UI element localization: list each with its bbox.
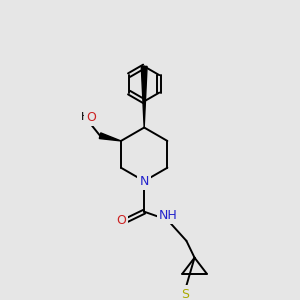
Polygon shape <box>99 133 121 141</box>
Text: N: N <box>140 175 149 188</box>
Polygon shape <box>141 66 147 128</box>
Text: O: O <box>86 111 96 124</box>
Text: O: O <box>116 214 126 227</box>
Text: S: S <box>182 288 190 300</box>
Text: H: H <box>81 112 89 122</box>
Text: NH: NH <box>159 209 177 222</box>
